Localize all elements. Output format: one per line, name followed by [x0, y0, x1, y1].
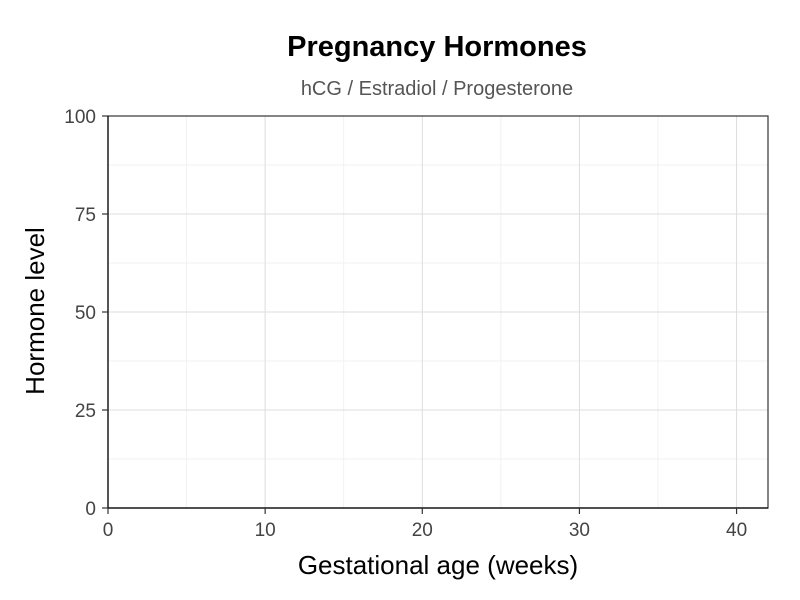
y-tick-label-0: 0	[85, 499, 96, 520]
x-axis-ticks: 0 10 20 30 40	[103, 508, 747, 541]
y-tick-label-3: 75	[75, 205, 96, 226]
y-axis-ticks: 0 25 50 75 100	[64, 107, 108, 520]
y-tick-label-2: 50	[75, 303, 96, 324]
y-axis-title: Hormone level	[20, 227, 50, 395]
x-tick-label-4: 40	[726, 520, 747, 541]
x-tick-label-2: 20	[412, 520, 433, 541]
x-tick-label-1: 10	[255, 520, 276, 541]
x-axis-title: Gestational age (weeks)	[298, 550, 578, 580]
major-grid	[107, 115, 768, 509]
chart-subtitle: hCG / Estradiol / Progesterone	[301, 78, 573, 100]
y-tick-label-4: 100	[64, 107, 96, 128]
x-tick-label-3: 30	[569, 520, 590, 541]
minor-grid	[108, 116, 768, 508]
chart-title: Pregnancy Hormones	[287, 31, 587, 63]
y-tick-label-1: 25	[75, 401, 96, 422]
x-tick-label-0: 0	[103, 520, 114, 541]
